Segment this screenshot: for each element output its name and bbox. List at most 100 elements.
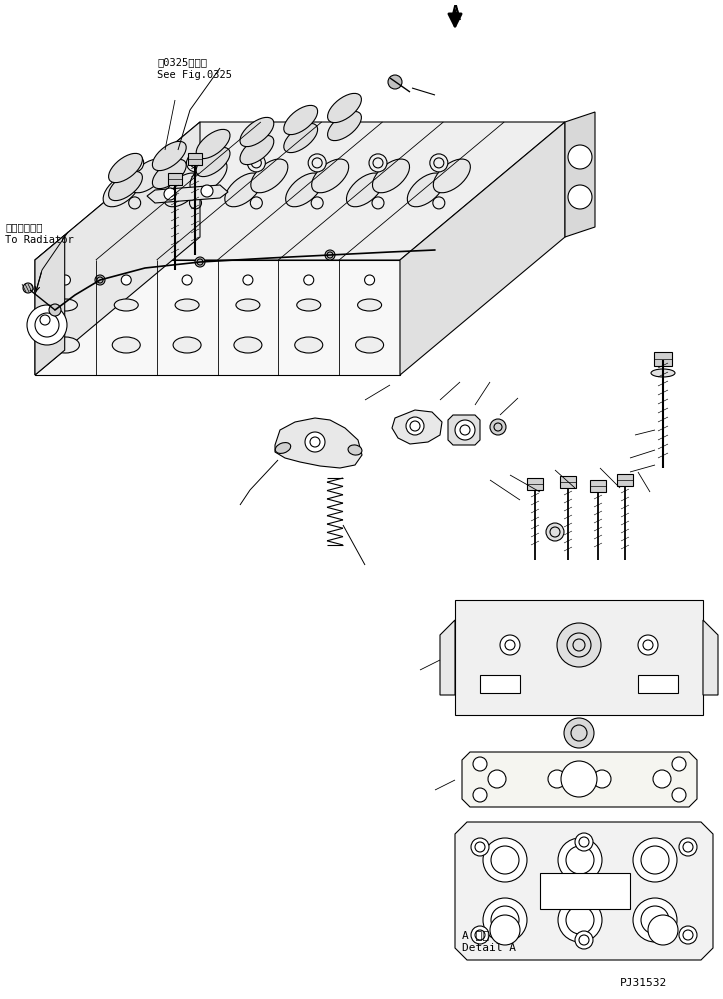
Polygon shape: [275, 418, 362, 468]
Polygon shape: [35, 260, 400, 375]
Circle shape: [406, 417, 424, 435]
Ellipse shape: [196, 130, 230, 159]
Bar: [654, 352, 672, 366]
Bar: [527, 478, 543, 490]
Ellipse shape: [175, 299, 199, 311]
Circle shape: [243, 275, 253, 285]
Circle shape: [187, 154, 205, 172]
Circle shape: [473, 757, 487, 771]
Circle shape: [201, 185, 213, 197]
Circle shape: [557, 623, 601, 667]
Ellipse shape: [328, 111, 362, 141]
Circle shape: [679, 838, 697, 856]
Polygon shape: [35, 122, 200, 375]
Circle shape: [672, 757, 686, 771]
Polygon shape: [455, 822, 713, 960]
Ellipse shape: [103, 173, 140, 207]
Circle shape: [488, 770, 506, 788]
Circle shape: [483, 898, 527, 942]
Ellipse shape: [356, 337, 384, 353]
Polygon shape: [35, 235, 64, 375]
Circle shape: [95, 275, 105, 285]
Ellipse shape: [225, 173, 262, 207]
Ellipse shape: [651, 369, 675, 377]
Circle shape: [23, 283, 33, 293]
Ellipse shape: [295, 337, 322, 353]
Bar: [560, 476, 576, 488]
Circle shape: [633, 898, 677, 942]
Circle shape: [27, 305, 67, 345]
Ellipse shape: [312, 159, 348, 193]
Circle shape: [558, 838, 602, 882]
Circle shape: [561, 761, 597, 797]
Polygon shape: [455, 600, 703, 715]
Ellipse shape: [114, 299, 138, 311]
Polygon shape: [448, 415, 480, 445]
Circle shape: [568, 145, 592, 169]
Circle shape: [500, 635, 520, 655]
Ellipse shape: [284, 124, 317, 153]
Ellipse shape: [284, 105, 317, 135]
Circle shape: [195, 257, 205, 267]
Ellipse shape: [275, 443, 291, 454]
Circle shape: [548, 770, 566, 788]
Ellipse shape: [358, 299, 382, 311]
Text: To Radiator: To Radiator: [5, 235, 74, 245]
Circle shape: [558, 898, 602, 942]
Polygon shape: [147, 185, 228, 203]
Circle shape: [182, 275, 192, 285]
Ellipse shape: [153, 160, 187, 189]
Ellipse shape: [112, 337, 140, 353]
Circle shape: [575, 931, 593, 949]
Ellipse shape: [173, 337, 201, 353]
Bar: [590, 480, 606, 492]
Ellipse shape: [190, 159, 227, 193]
Ellipse shape: [286, 173, 322, 207]
Circle shape: [653, 770, 671, 788]
Circle shape: [679, 926, 697, 944]
Circle shape: [568, 185, 592, 209]
Ellipse shape: [433, 159, 471, 193]
Circle shape: [49, 304, 61, 316]
Ellipse shape: [346, 173, 383, 207]
Polygon shape: [462, 752, 697, 807]
Bar: [638, 675, 678, 693]
Ellipse shape: [240, 117, 274, 147]
Circle shape: [304, 275, 314, 285]
Circle shape: [672, 788, 686, 802]
Circle shape: [471, 926, 489, 944]
Polygon shape: [565, 112, 595, 237]
Circle shape: [483, 838, 527, 882]
Ellipse shape: [153, 142, 187, 171]
Bar: [168, 173, 182, 185]
Polygon shape: [35, 122, 565, 260]
Ellipse shape: [328, 93, 362, 123]
Ellipse shape: [164, 173, 201, 207]
Circle shape: [126, 154, 144, 172]
Circle shape: [455, 420, 475, 440]
Circle shape: [388, 75, 402, 89]
Circle shape: [121, 275, 132, 285]
Circle shape: [247, 154, 265, 172]
Ellipse shape: [234, 337, 262, 353]
Circle shape: [364, 275, 375, 285]
Ellipse shape: [108, 172, 142, 201]
Ellipse shape: [296, 299, 321, 311]
Circle shape: [473, 788, 487, 802]
Circle shape: [471, 838, 489, 856]
Text: ラジエータヘ: ラジエータヘ: [5, 222, 43, 232]
Bar: [188, 153, 202, 165]
Text: A: A: [450, 5, 460, 20]
Ellipse shape: [372, 159, 409, 193]
Polygon shape: [392, 410, 442, 444]
Bar: [540, 873, 630, 909]
Circle shape: [546, 523, 564, 541]
Ellipse shape: [251, 159, 288, 193]
Circle shape: [564, 718, 594, 748]
Circle shape: [593, 770, 611, 788]
Polygon shape: [400, 122, 565, 375]
Circle shape: [305, 432, 325, 452]
Circle shape: [164, 188, 176, 200]
Text: A 詳細: A 詳細: [462, 930, 489, 940]
Ellipse shape: [240, 136, 274, 165]
